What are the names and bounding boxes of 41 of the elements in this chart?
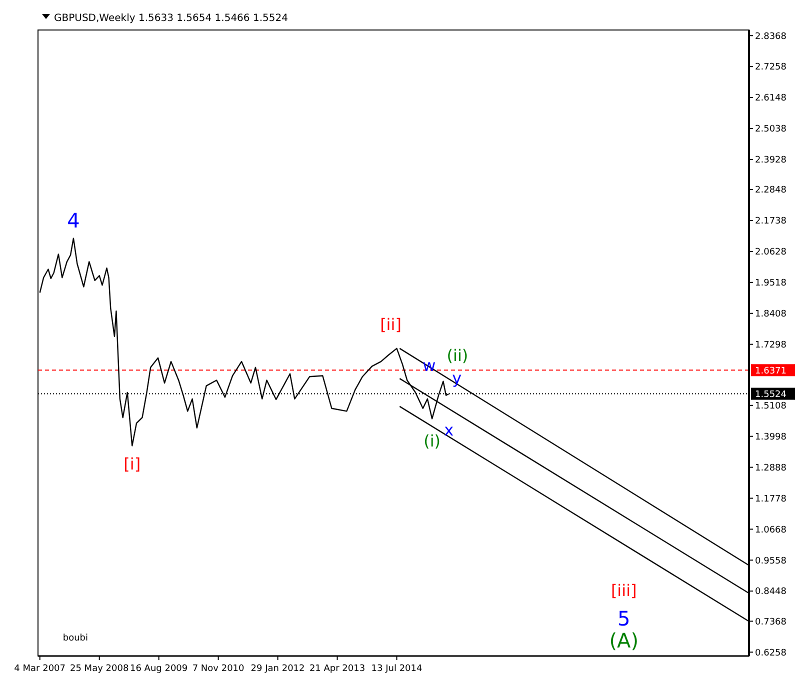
- y-tick-label: 2.8368: [755, 32, 787, 42]
- y-tick-label: 1.5108: [755, 402, 787, 412]
- y-tick-label: 1.0668: [755, 525, 787, 536]
- y-tick-label: 2.1738: [755, 216, 787, 227]
- annotation: (A): [609, 628, 639, 652]
- y-tick-label: 1.9518: [755, 278, 787, 289]
- annotation: [ii]: [380, 315, 402, 334]
- y-tick-label: 0.6258: [755, 648, 787, 658]
- x-tick-label: 4 Mar 2007: [14, 664, 66, 674]
- y-tick-label: 0.9558: [755, 556, 787, 566]
- annotation: 4: [67, 208, 80, 232]
- x-tick-label: 16 Aug 2009: [130, 664, 188, 674]
- y-tick-label: 2.0628: [755, 248, 787, 258]
- annotation: (i): [424, 431, 441, 450]
- annotation: [i]: [124, 454, 141, 474]
- ref-line-label: 1.6371: [755, 366, 786, 376]
- y-tick-label: 2.6148: [755, 94, 787, 104]
- annotation: x: [444, 420, 454, 440]
- x-tick-label: 25 May 2008: [70, 664, 129, 674]
- x-tick-label: 29 Jan 2012: [250, 664, 305, 674]
- y-tick-label: 2.7258: [755, 62, 787, 73]
- y-tick-label: 2.3928: [755, 156, 787, 166]
- x-tick-label: 21 Apr 2013: [309, 664, 366, 674]
- annotation: (ii): [446, 346, 468, 366]
- annotation: y: [452, 368, 462, 388]
- annotation: [iii]: [610, 580, 637, 600]
- ref-line-label: 1.5524: [755, 390, 787, 400]
- y-tick-label: 0.8448: [755, 587, 787, 598]
- y-tick-label: 2.5038: [755, 124, 787, 135]
- chart-title: GBPUSD,Weekly 1.5633 1.5654 1.5466 1.5524: [54, 13, 288, 24]
- y-tick-label: 1.3998: [755, 432, 787, 442]
- y-tick-label: 1.2888: [755, 463, 787, 474]
- x-tick-label: 7 Nov 2010: [192, 664, 245, 674]
- y-tick-label: 0.7368: [755, 617, 787, 628]
- x-tick-label: 13 Jul 2014: [371, 664, 422, 674]
- annotation: boubi: [62, 633, 88, 644]
- y-tick-label: 1.7298: [755, 340, 787, 350]
- y-tick-label: 2.2848: [755, 186, 787, 196]
- annotation: 5: [617, 606, 630, 630]
- y-tick-label: 1.1778: [755, 494, 787, 504]
- y-tick-label: 1.8408: [755, 310, 787, 320]
